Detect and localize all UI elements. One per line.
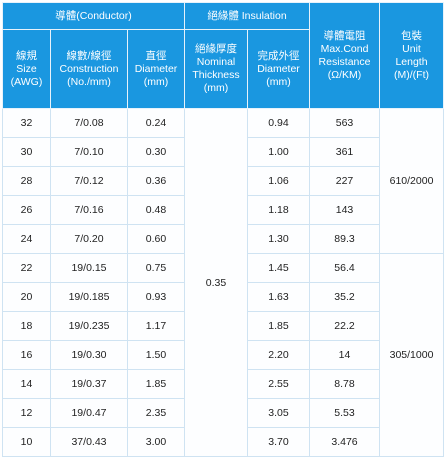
diameter-cell: 3.00 [126,427,186,457]
construction-cell: 19/0.185 [50,282,128,312]
outer-diameter-cell: 1.18 [247,195,311,225]
diameter-cell: 0.60 [126,224,186,254]
resistance-cell: 89.3 [309,224,381,254]
table-row: 18 19/0.235 1.17 1.85 22.2 [2,311,444,341]
construction-cell: 7/0.12 [50,166,128,196]
resistance-header: 導體電阻 Max.Cond Resistance (Ω/KM) [309,2,381,109]
awg-cell: 32 [2,108,51,138]
outer-diameter-cell: 1.06 [247,166,311,196]
awg-cell: 14 [2,369,51,399]
construction-cell: 19/0.30 [50,340,128,370]
construction-cell: 37/0.43 [50,427,128,457]
table-row: 30 7/0.10 0.30 1.00 361 [2,137,444,167]
outer-diameter-cell: 1.00 [247,137,311,167]
thickness-header: 絕緣厚度 Nominal Thickness (mm) [184,29,249,109]
gauge-header: 線規 Size (AWG) [2,29,51,109]
diameter-cell: 0.36 [126,166,186,196]
awg-cell: 30 [2,137,51,167]
outer-diameter-cell: 0.94 [247,108,311,138]
diameter-cell: 2.35 [126,398,186,428]
outer-diameter-cell: 3.70 [247,427,311,457]
construction-header: 線數/線徑 Construction (No./mm) [50,29,128,109]
awg-cell: 26 [2,195,51,225]
awg-cell: 20 [2,282,51,312]
awg-cell: 22 [2,253,51,283]
resistance-cell: 56.4 [309,253,381,283]
table-row: 24 7/0.20 0.60 1.30 89.3 [2,224,444,254]
construction-cell: 19/0.37 [50,369,128,399]
construction-cell: 19/0.47 [50,398,128,428]
conductor-group-header: 導體(Conductor) [1,2,186,30]
resistance-cell: 35.2 [309,282,381,312]
awg-cell: 24 [2,224,51,254]
construction-cell: 7/0.20 [50,224,128,254]
resistance-cell: 14 [309,340,381,370]
resistance-cell: 563 [309,108,381,138]
resistance-cell: 8.78 [309,369,381,399]
construction-cell: 7/0.16 [50,195,128,225]
outer-diameter-cell: 1.85 [247,311,311,341]
outer-diameter-cell: 1.63 [247,282,311,312]
awg-cell: 10 [2,427,51,457]
table-row: 26 7/0.16 0.48 1.18 143 [2,195,444,225]
outer-diameter-cell: 1.30 [247,224,311,254]
insulation-group-header: 絕緣體 Insulation [184,2,311,30]
unit-length-cell: 610/2000 [379,108,445,254]
resistance-cell: 361 [309,137,381,167]
resistance-cell: 227 [309,166,381,196]
resistance-cell: 3.476 [309,427,381,457]
awg-cell: 28 [2,166,51,196]
diameter-cell: 1.50 [126,340,186,370]
resistance-cell: 5.53 [309,398,381,428]
diameter-cell: 0.75 [126,253,186,283]
awg-cell: 18 [2,311,51,341]
outer-diameter-cell: 2.20 [247,340,311,370]
thickness-cell: 0.35 [184,108,249,457]
table-row: 14 19/0.37 1.85 2.55 8.78 [2,369,444,399]
outer-diameter-header: 完成外徑 Diameter (mm) [247,29,311,109]
construction-cell: 19/0.15 [50,253,128,283]
diameter-cell: 0.93 [126,282,186,312]
table-row: 28 7/0.12 0.36 1.06 227 [2,166,444,196]
outer-diameter-cell: 3.05 [247,398,311,428]
unit-length-header: 包裝 Unit Length (M)/(Ft) [379,2,445,109]
awg-cell: 16 [2,340,51,370]
diameter-cell: 0.24 [126,108,186,138]
table-row: 10 37/0.43 3.00 3.70 3.476 [2,427,444,457]
outer-diameter-cell: 2.55 [247,369,311,399]
construction-cell: 19/0.235 [50,311,128,341]
diameter-header: 直徑 Diameter (mm) [126,29,186,109]
table-row: 22 19/0.15 0.75 1.45 56.4 305/1000 [2,253,445,457]
wire-spec-table: 導體(Conductor) 絕緣體 Insulation 導體電阻 Max.Con… [1,2,445,457]
unit-length-cell: 305/1000 [379,253,445,457]
outer-diameter-cell: 1.45 [247,253,311,283]
construction-cell: 7/0.08 [50,108,128,138]
diameter-cell: 1.17 [126,311,186,341]
diameter-cell: 1.85 [126,369,186,399]
table-row: 32 7/0.08 0.24 0.35 0.94 563 610/2000 [2,108,445,457]
diameter-cell: 0.30 [126,137,186,167]
resistance-cell: 143 [309,195,381,225]
table-row: 16 19/0.30 1.50 2.20 14 [2,340,444,370]
awg-cell: 12 [2,398,51,428]
resistance-cell: 22.2 [309,311,381,341]
diameter-cell: 0.48 [126,195,186,225]
construction-cell: 7/0.10 [50,137,128,167]
